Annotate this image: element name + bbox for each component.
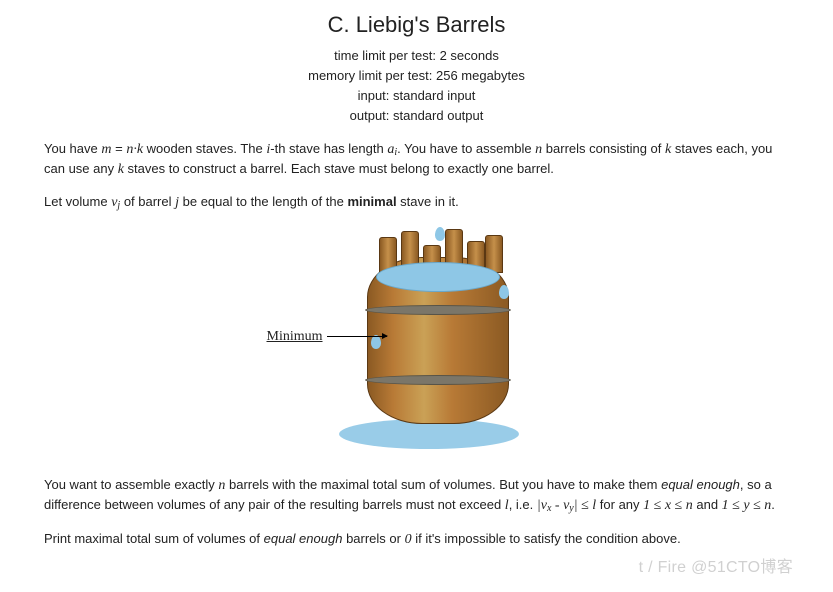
text: , i.e. (509, 497, 537, 512)
text: if it's impossible to satisfy the condit… (412, 531, 681, 546)
output-spec: output: standard output (44, 107, 789, 125)
op-minus: - (551, 498, 563, 513)
text: You have (44, 141, 101, 156)
input-spec: input: standard input (44, 87, 789, 105)
var-m: m (101, 142, 111, 157)
text: barrels consisting of (542, 141, 665, 156)
const-zero: 0 (405, 532, 412, 547)
water-drop-icon (371, 335, 381, 349)
text: wooden staves. The (143, 141, 266, 156)
text: stave in it. (397, 194, 459, 209)
problem-statement: You have m = n·k wooden staves. The i-th… (44, 140, 789, 550)
text: . (771, 497, 775, 512)
watermark: t / Fire @51CTO博客 (639, 557, 793, 579)
text: Print maximal total sum of volumes of (44, 531, 264, 546)
minimum-label: Minimum (267, 327, 323, 347)
problem-title: C. Liebig's Barrels (44, 10, 789, 41)
text: staves to construct a barrel. Each stave… (124, 161, 554, 176)
memory-limit: memory limit per test: 256 megabytes (44, 67, 789, 85)
barrel-figure: Minimum (44, 227, 789, 462)
range-x: 1 ≤ x ≤ n (643, 498, 693, 513)
water-drop-icon (435, 227, 445, 241)
text: be equal to the length of the (179, 194, 347, 209)
text: of barrel (120, 194, 175, 209)
text: barrels or (342, 531, 404, 546)
paragraph-1: You have m = n·k wooden staves. The i-th… (44, 140, 789, 180)
paragraph-4: Print maximal total sum of volumes of eq… (44, 530, 789, 550)
text: barrels with the maximal total sum of vo… (225, 477, 661, 492)
water-surface-icon (376, 262, 500, 292)
water-drop-icon (499, 285, 509, 299)
range-y: 1 ≤ y ≤ n (722, 498, 772, 513)
text: and (693, 497, 722, 512)
paragraph-3: You want to assemble exactly n barrels w… (44, 476, 789, 516)
arrow-icon (327, 336, 387, 337)
text: -th stave has length (270, 141, 387, 156)
text: for any (596, 497, 643, 512)
text: = (111, 141, 126, 156)
op-le: ≤ (578, 498, 593, 513)
text: . You have to assemble (397, 141, 535, 156)
phrase-equal-enough: equal enough (661, 477, 740, 492)
text: Let volume (44, 194, 111, 209)
text: You want to assemble exactly (44, 477, 218, 492)
time-limit: time limit per test: 2 seconds (44, 47, 789, 65)
word-minimal: minimal (347, 194, 396, 209)
paragraph-2: Let volume vj of barrel j be equal to th… (44, 193, 789, 213)
barrel-illustration: Minimum (267, 227, 567, 457)
phrase-equal-enough: equal enough (264, 531, 343, 546)
